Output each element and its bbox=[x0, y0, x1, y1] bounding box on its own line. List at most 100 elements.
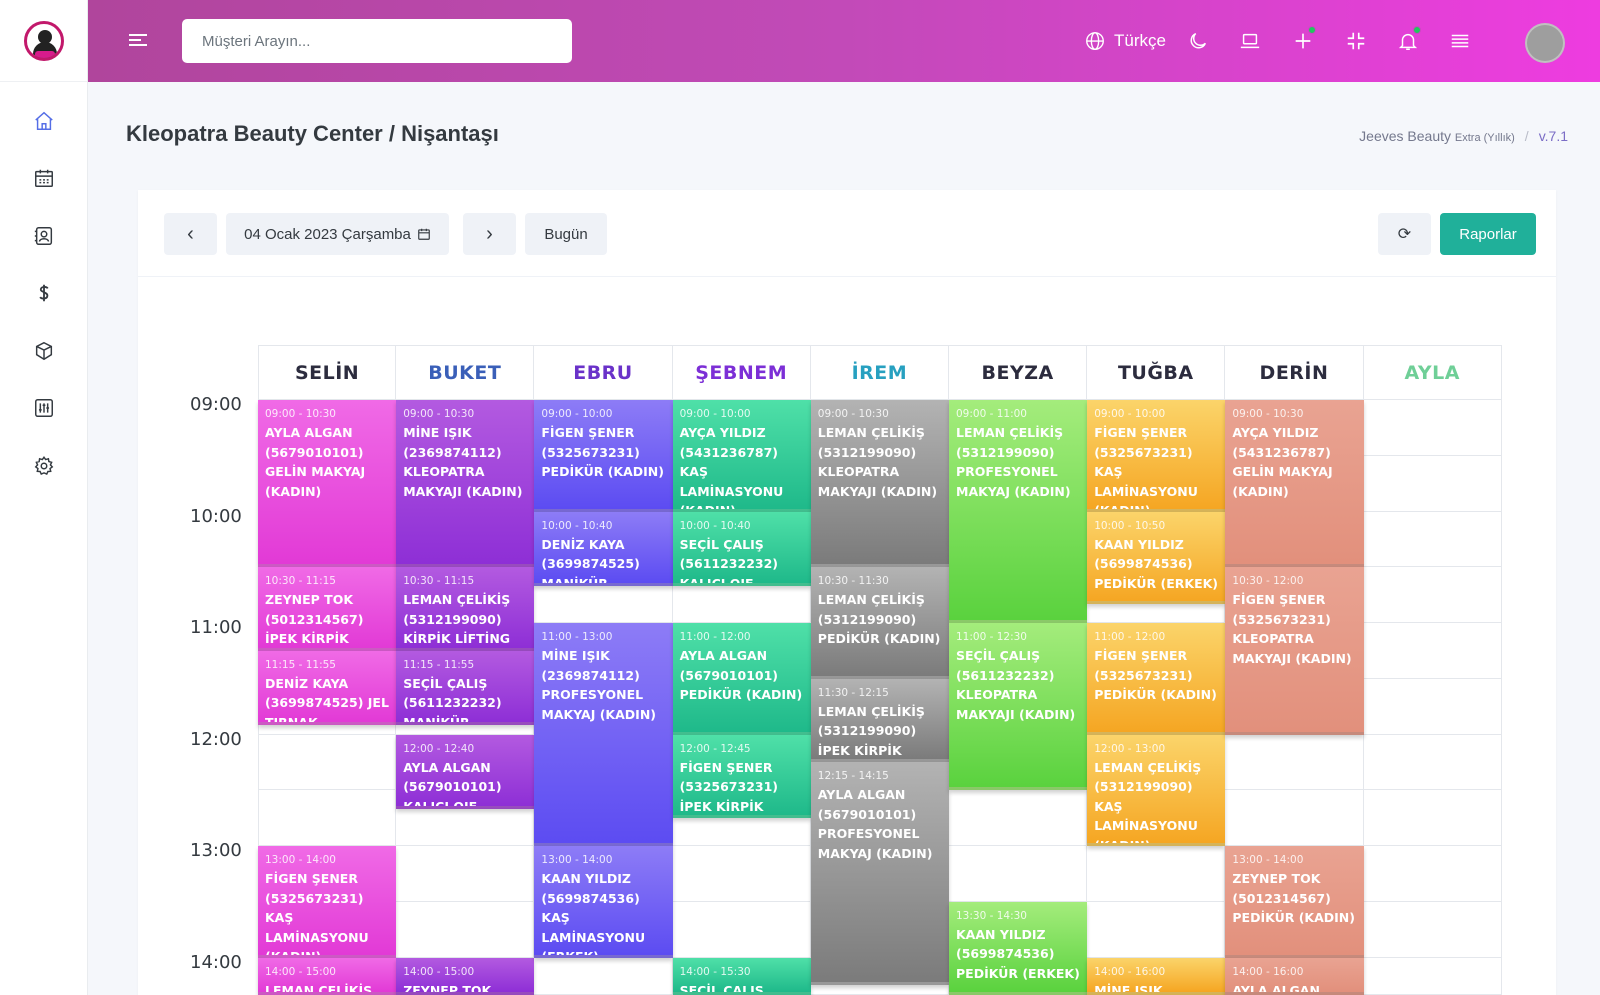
appointment-card[interactable]: 09:00 - 10:00 AYÇA YILDIZ (5431236787) KA… bbox=[672, 400, 811, 512]
appointment-card[interactable]: 13:00 - 14:00 KAAN YILDIZ (5699874536) KA… bbox=[534, 846, 673, 958]
time-slot[interactable] bbox=[1363, 400, 1502, 456]
user-avatar[interactable] bbox=[1525, 23, 1565, 63]
refresh-button[interactable]: ⟳ bbox=[1378, 213, 1431, 255]
prev-day-button[interactable]: ‹ bbox=[164, 213, 217, 255]
sidebar-item-settings[interactable] bbox=[0, 437, 88, 495]
time-slot[interactable] bbox=[1363, 511, 1502, 568]
appointment-card[interactable]: 09:00 - 10:00 FİGEN ŞENER (5325673231) KA… bbox=[1087, 400, 1226, 512]
appointment-time: 11:00 - 13:00 bbox=[541, 631, 613, 643]
staff-column-header[interactable]: AYLA bbox=[1363, 345, 1502, 400]
time-slot[interactable] bbox=[1363, 623, 1502, 679]
appointment-card[interactable]: 09:00 - 10:30 MİNE IŞIK (2369874112) KLEO… bbox=[396, 400, 535, 568]
appointment-card[interactable]: 10:30 - 11:30 LEMAN ÇELİKİŞ (5312199090) … bbox=[810, 567, 949, 679]
appointment-card[interactable]: 11:00 - 13:00 MİNE IŞIK (2369874112) PROF… bbox=[534, 623, 673, 846]
appointment-card[interactable]: 14:00 - 16:00 MİNE IŞIK bbox=[1087, 957, 1226, 995]
appointment-card[interactable]: 11:15 - 11:55 DENİZ KAYA (3699874525) JEL… bbox=[258, 650, 397, 726]
appointment-card[interactable]: 12:00 - 12:40 AYLA ALGAN (5679010101) KAL… bbox=[396, 734, 535, 809]
add-button[interactable] bbox=[1289, 26, 1317, 55]
brand-logo[interactable] bbox=[0, 0, 87, 82]
menu-toggle-button[interactable] bbox=[126, 30, 150, 52]
appointment-card[interactable]: 12:15 - 14:15 AYLA ALGAN (5679010101) PRO… bbox=[810, 762, 949, 986]
right-menu-button[interactable] bbox=[1446, 27, 1474, 55]
time-slot[interactable] bbox=[1363, 846, 1502, 902]
appointment-card[interactable]: 12:00 - 13:00 LEMAN ÇELİKİŞ (5312199090) … bbox=[1087, 734, 1226, 846]
appointment-card[interactable]: 14:00 - 15:30 SEÇİL ÇALIŞ (5611232232) bbox=[672, 957, 811, 995]
next-day-button[interactable]: › bbox=[463, 213, 516, 255]
sidebar-item-products[interactable] bbox=[0, 322, 88, 380]
appointment-card[interactable]: 09:00 - 10:00 FİGEN ŞENER (5325673231) PE… bbox=[534, 400, 673, 512]
time-slot[interactable] bbox=[1087, 846, 1226, 902]
time-slot[interactable] bbox=[1363, 790, 1502, 846]
appointment-card[interactable]: 10:30 - 12:00 FİGEN ŞENER (5325673231) KL… bbox=[1225, 567, 1364, 735]
desktop-button[interactable] bbox=[1236, 27, 1264, 55]
time-slot[interactable] bbox=[949, 846, 1088, 902]
appointment-card[interactable]: 13:00 - 14:00 ZEYNEP TOK (5012314567) PED… bbox=[1225, 846, 1364, 958]
dark-mode-button[interactable] bbox=[1184, 27, 1212, 55]
language-selector[interactable]: Türkçe bbox=[1084, 27, 1166, 55]
staff-column-header[interactable]: EBRU bbox=[534, 345, 673, 400]
sidebar-item-finance[interactable] bbox=[0, 265, 88, 323]
appointment-card[interactable]: 11:15 - 11:55 SEÇİL ÇALIŞ (5611232232) MA… bbox=[396, 650, 535, 726]
staff-column-header[interactable]: ŞEBNEM bbox=[672, 345, 811, 400]
staff-column-header[interactable]: DERİN bbox=[1225, 345, 1364, 400]
staff-column-header[interactable]: BEYZA bbox=[949, 345, 1088, 400]
today-button[interactable]: Bugün bbox=[525, 213, 607, 255]
date-picker-button[interactable]: 04 Ocak 2023 Çarşamba bbox=[226, 213, 449, 255]
brand-name[interactable]: Jeeves Beauty Extra (Yıllık) bbox=[1359, 128, 1515, 144]
staff-column-header[interactable]: TUĞBA bbox=[1087, 345, 1226, 400]
appointment-card[interactable]: 11:30 - 12:15 LEMAN ÇELİKİŞ (5312199090) … bbox=[810, 678, 949, 763]
time-slot[interactable] bbox=[949, 790, 1088, 846]
sidebar-item-home[interactable] bbox=[0, 92, 88, 150]
sidebar-item-calendar[interactable] bbox=[0, 150, 88, 208]
appointment-card[interactable]: 14:00 - 15:00 LEMAN ÇELİKİŞ (5312199090) bbox=[258, 957, 397, 995]
time-slot[interactable] bbox=[1363, 678, 1502, 735]
time-slot[interactable] bbox=[672, 901, 811, 958]
notifications-button[interactable] bbox=[1394, 26, 1422, 55]
sidebar-item-reports[interactable] bbox=[0, 380, 88, 438]
appointment-time: 12:00 - 12:40 bbox=[403, 742, 475, 755]
time-slot[interactable] bbox=[672, 846, 811, 902]
appointment-card[interactable]: 14:00 - 16:00 AYLA ALGAN bbox=[1225, 957, 1364, 995]
appointment-details: SEÇİL ÇALIŞ (5611232232) MANİKÜR (KADIN) bbox=[403, 675, 502, 726]
appointment-card[interactable]: 14:00 - 15:00 ZEYNEP TOK (5012314567) bbox=[396, 957, 535, 995]
appointment-details: AYLA ALGAN (5679010101) PEDİKÜR (KADIN) bbox=[679, 648, 803, 702]
staff-column-header[interactable]: İREM bbox=[810, 345, 949, 400]
time-slot[interactable] bbox=[1363, 957, 1502, 995]
appointment-card[interactable]: 11:00 - 12:00 AYLA ALGAN (5679010101) PED… bbox=[672, 623, 811, 735]
reports-button[interactable]: Raporlar bbox=[1440, 213, 1536, 255]
time-slot[interactable] bbox=[1363, 455, 1502, 512]
time-slot[interactable] bbox=[396, 846, 535, 902]
appointment-card[interactable]: 13:00 - 14:00 FİGEN ŞENER (5325673231) KA… bbox=[258, 846, 397, 958]
appointment-card[interactable]: 09:00 - 11:00 LEMAN ÇELİKİŞ (5312199090) … bbox=[949, 400, 1088, 623]
time-slot[interactable] bbox=[1363, 734, 1502, 791]
appointment-card[interactable]: 09:00 - 10:30 LEMAN ÇELİKİŞ (5312199090) … bbox=[810, 400, 949, 568]
appointment-time: 09:00 - 10:30 bbox=[1232, 408, 1304, 420]
staff-column-header[interactable]: BUKET bbox=[396, 345, 535, 400]
time-slot[interactable] bbox=[1225, 734, 1364, 791]
time-slot[interactable] bbox=[1225, 790, 1364, 846]
time-slot[interactable] bbox=[1363, 901, 1502, 958]
appointment-card[interactable]: 10:30 - 11:15 LEMAN ÇELİKİŞ (5312199090) … bbox=[396, 567, 535, 651]
appointment-time: 10:30 - 11:15 bbox=[403, 575, 475, 588]
time-slot[interactable] bbox=[534, 957, 673, 995]
sidebar-item-customers[interactable] bbox=[0, 207, 88, 265]
appointment-card[interactable]: 09:00 - 10:30 AYÇA YILDIZ (5431236787) GE… bbox=[1225, 400, 1364, 568]
time-slot[interactable] bbox=[1087, 901, 1226, 958]
appointment-card[interactable]: 12:00 - 12:45 FİGEN ŞENER (5325673231) İP… bbox=[672, 734, 811, 819]
time-slot[interactable] bbox=[258, 790, 397, 846]
appointment-card[interactable]: 10:00 - 10:40 SEÇİL ÇALIŞ (5611232232) KA… bbox=[672, 511, 811, 586]
time-slot[interactable] bbox=[258, 734, 397, 791]
appointment-card[interactable]: 13:30 - 14:30 KAAN YILDIZ (5699874536) PE… bbox=[949, 901, 1088, 995]
customer-search-input[interactable] bbox=[182, 19, 572, 63]
time-slot[interactable] bbox=[396, 901, 535, 958]
staff-column-header[interactable]: SELİN bbox=[258, 345, 397, 400]
appointment-card[interactable]: 11:00 - 12:00 FİGEN ŞENER (5325673231) PE… bbox=[1087, 623, 1226, 735]
appointment-card[interactable]: 10:00 - 10:50 KAAN YILDIZ (5699874536) PE… bbox=[1087, 511, 1226, 605]
exit-fullscreen-button[interactable] bbox=[1342, 27, 1370, 55]
appointment-card[interactable]: 11:00 - 12:30 SEÇİL ÇALIŞ (5611232232) KL… bbox=[949, 623, 1088, 791]
time-slot[interactable] bbox=[1363, 567, 1502, 623]
appointment-details: LEMAN ÇELİKİŞ (5312199090) KİRPİK LİFTİN… bbox=[403, 592, 511, 647]
appointment-card[interactable]: 09:00 - 10:30 AYLA ALGAN (5679010101) GEL… bbox=[258, 400, 397, 568]
appointment-card[interactable]: 10:30 - 11:15 ZEYNEP TOK (5012314567) İPE… bbox=[258, 567, 397, 651]
appointment-card[interactable]: 10:00 - 10:40 DENİZ KAYA (3699874525) MAN… bbox=[534, 511, 673, 586]
